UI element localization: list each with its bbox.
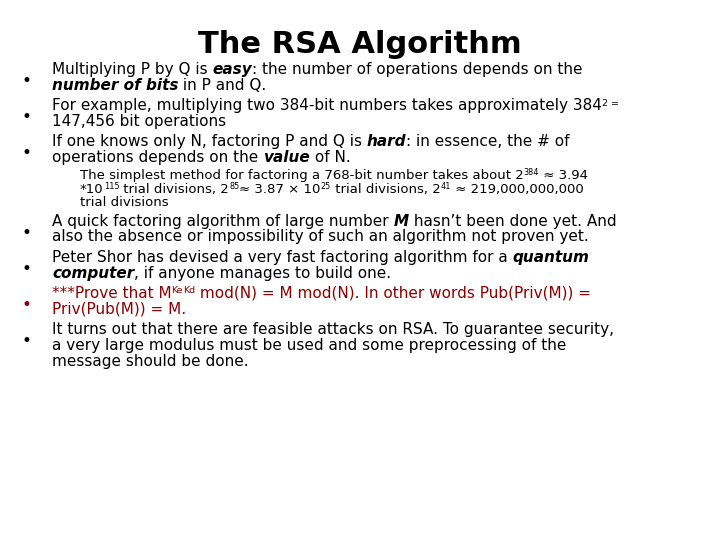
Text: *10: *10 [80, 183, 104, 195]
Text: quantum: quantum [513, 250, 590, 265]
Text: in P and Q.: in P and Q. [179, 78, 266, 93]
Text: ≈ 3.87 × 10: ≈ 3.87 × 10 [239, 183, 320, 195]
Text: •: • [22, 296, 32, 314]
Text: •: • [22, 260, 32, 278]
Text: : the number of operations depends on the: : the number of operations depends on th… [252, 62, 582, 77]
Text: If one knows only N, factoring P and Q is: If one knows only N, factoring P and Q i… [52, 134, 367, 150]
Text: trial divisions: trial divisions [80, 196, 168, 209]
Text: ***Prove that M: ***Prove that M [52, 286, 171, 301]
Text: computer: computer [52, 266, 134, 280]
Text: a very large modulus must be used and some preprocessing of the: a very large modulus must be used and so… [52, 338, 567, 353]
Text: 25: 25 [320, 181, 331, 191]
Text: trial divisions, 2: trial divisions, 2 [331, 183, 441, 195]
Text: A quick factoring algorithm of large number: A quick factoring algorithm of large num… [52, 214, 394, 228]
Text: message should be done.: message should be done. [52, 354, 248, 368]
Text: operations depends on the: operations depends on the [52, 150, 263, 165]
Text: ≈ 3.94: ≈ 3.94 [539, 169, 588, 182]
Text: Kd: Kd [183, 286, 195, 295]
Text: 115: 115 [104, 181, 120, 191]
Text: also the absence or impossibility of such an algorithm not proven yet.: also the absence or impossibility of suc… [52, 230, 589, 244]
Text: , if anyone manages to build one.: , if anyone manages to build one. [134, 266, 392, 280]
Text: of N.: of N. [310, 150, 351, 165]
Text: •: • [22, 144, 32, 163]
Text: value: value [263, 150, 310, 165]
Text: 41: 41 [441, 181, 451, 191]
Text: trial divisions, 2: trial divisions, 2 [120, 183, 229, 195]
Text: For example, multiplying two 384-bit numbers takes approximately 384: For example, multiplying two 384-bit num… [52, 98, 602, 113]
Text: It turns out that there are feasible attacks on RSA. To guarantee security,: It turns out that there are feasible att… [52, 322, 614, 337]
Text: number of bits: number of bits [52, 78, 179, 93]
Text: ≈ 219,000,000,000: ≈ 219,000,000,000 [451, 183, 584, 195]
Text: 2 =: 2 = [602, 99, 619, 107]
Text: hasn’t been done yet. And: hasn’t been done yet. And [409, 214, 616, 228]
Text: Priv(Pub(M)) = M.: Priv(Pub(M)) = M. [52, 302, 186, 316]
Text: easy: easy [212, 62, 252, 77]
Text: 384: 384 [523, 168, 539, 177]
Text: •: • [22, 224, 32, 241]
Text: 85: 85 [229, 181, 239, 191]
Text: Ke: Ke [171, 286, 183, 295]
Text: •: • [22, 108, 32, 126]
Text: M: M [394, 214, 409, 228]
Text: 147,456 bit operations: 147,456 bit operations [52, 114, 226, 129]
Text: The simplest method for factoring a 768-bit number takes about 2: The simplest method for factoring a 768-… [80, 169, 523, 182]
Text: mod(N) = M mod(N). In other words Pub(Priv(M)) =: mod(N) = M mod(N). In other words Pub(Pr… [195, 286, 591, 301]
Text: Multiplying P by Q is: Multiplying P by Q is [52, 62, 212, 77]
Text: : in essence, the # of: : in essence, the # of [406, 134, 570, 150]
Text: hard: hard [367, 134, 406, 150]
Text: Peter Shor has devised a very fast factoring algorithm for a: Peter Shor has devised a very fast facto… [52, 250, 513, 265]
Text: •: • [22, 72, 32, 90]
Text: The RSA Algorithm: The RSA Algorithm [198, 30, 522, 59]
Text: •: • [22, 332, 32, 350]
